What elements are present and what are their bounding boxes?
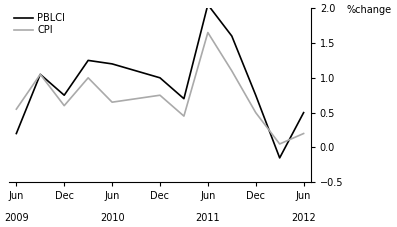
PBLCI (301, 111, 306, 114)
CPI (301, 132, 306, 135)
PBLCI (38, 73, 42, 76)
CPI (206, 31, 210, 34)
CPI (62, 104, 67, 107)
PBLCI (206, 3, 210, 6)
Text: 2011: 2011 (196, 213, 220, 223)
CPI (38, 73, 42, 76)
CPI (277, 143, 282, 145)
CPI (86, 76, 91, 79)
PBLCI (253, 94, 258, 96)
CPI (158, 94, 162, 96)
Text: 2010: 2010 (100, 213, 124, 223)
CPI (253, 111, 258, 114)
PBLCI (14, 132, 19, 135)
Legend: PBLCI, CPI: PBLCI, CPI (14, 13, 65, 35)
CPI (181, 115, 186, 118)
Y-axis label: %change: %change (347, 5, 392, 15)
PBLCI (110, 62, 114, 65)
PBLCI (62, 94, 67, 96)
CPI (134, 97, 139, 100)
Text: 2012: 2012 (291, 213, 316, 223)
PBLCI (181, 97, 186, 100)
CPI (110, 101, 114, 104)
CPI (14, 108, 19, 111)
Line: PBLCI: PBLCI (16, 5, 304, 158)
CPI (229, 69, 234, 72)
PBLCI (158, 76, 162, 79)
PBLCI (134, 69, 139, 72)
Text: 2009: 2009 (4, 213, 29, 223)
PBLCI (277, 157, 282, 159)
Line: CPI: CPI (16, 32, 304, 144)
PBLCI (229, 35, 234, 37)
PBLCI (86, 59, 91, 62)
